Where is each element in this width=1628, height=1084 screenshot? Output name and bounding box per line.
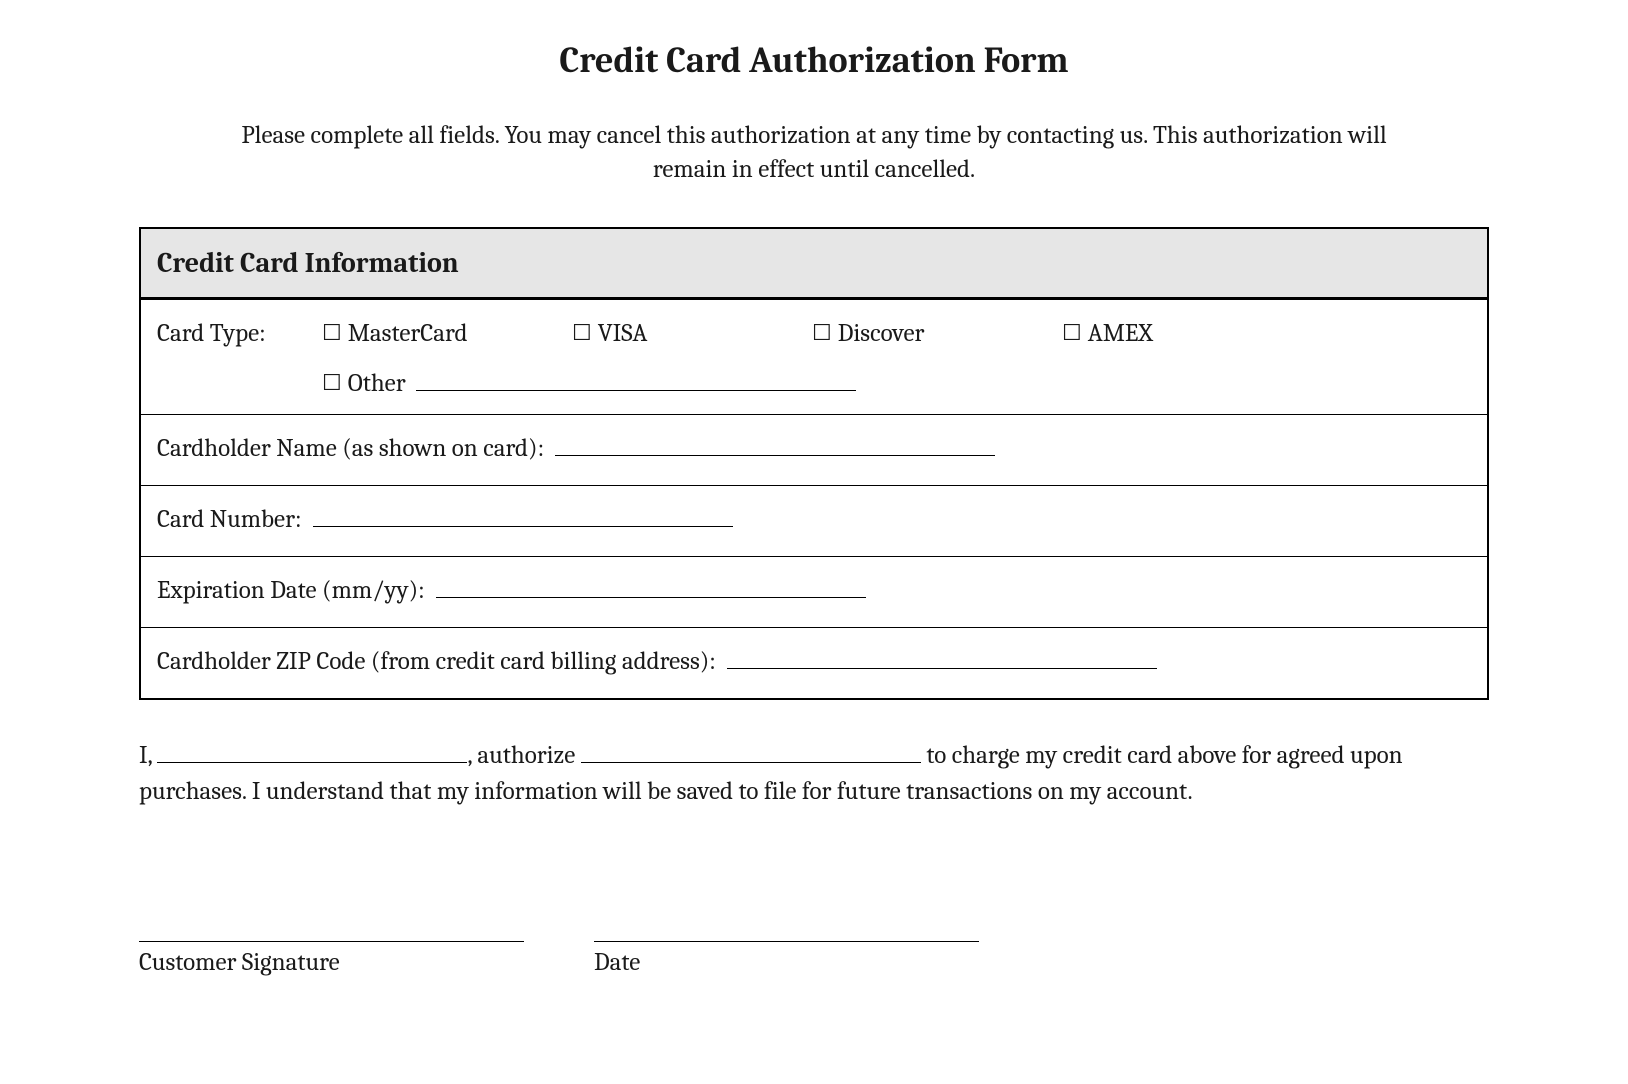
authorization-paragraph: I, , authorize to charge my credit card … [139,738,1489,811]
section-header: Credit Card Information [141,229,1487,299]
page-title: Credit Card Authorization Form [139,40,1489,81]
card-type-label: Card Type: [157,314,322,354]
auth-prefix: I, [139,741,152,770]
intro-text: Please complete all fields. You may canc… [214,119,1414,187]
date-label: Date [594,948,979,977]
auth-mid1: , authorize [467,741,575,770]
zip-input-line[interactable] [727,642,1157,668]
expiration-row: Expiration Date (mm/yy): [141,556,1487,627]
signature-column: Customer Signature [139,940,524,977]
cardholder-name-input-line[interactable] [555,429,995,455]
card-number-row: Card Number: [141,485,1487,556]
signature-label: Customer Signature [139,948,524,977]
auth-name-input-line[interactable] [157,738,467,763]
option-label: MasterCard [348,319,468,348]
cc-info-table: Credit Card Information Card Type: ☐Mast… [139,227,1489,700]
checkbox-icon: ☐ [322,366,342,401]
option-label: Other [348,364,406,404]
cardholder-name-row: Cardholder Name (as shown on card): [141,414,1487,485]
card-type-row: Card Type: ☐MasterCard ☐VISA ☐Discover ☐… [141,299,1487,414]
zip-label: Cardholder ZIP Code (from credit card bi… [157,647,716,676]
option-label: VISA [598,319,648,348]
option-label: AMEX [1088,319,1153,348]
card-number-input-line[interactable] [313,500,733,526]
signature-block: Customer Signature Date [139,940,1489,977]
card-type-option-amex[interactable]: ☐AMEX [1062,314,1153,354]
date-input-line[interactable] [594,940,979,942]
expiration-label: Expiration Date (mm/yy): [157,576,424,605]
signature-input-line[interactable] [139,940,524,942]
zip-row: Cardholder ZIP Code (from credit card bi… [141,627,1487,698]
form-page: Credit Card Authorization Form Please co… [139,40,1489,977]
card-type-option-visa[interactable]: ☐VISA [572,314,812,354]
cardholder-name-label: Cardholder Name (as shown on card): [157,434,544,463]
date-column: Date [594,940,979,977]
card-type-option-mastercard[interactable]: ☐MasterCard [322,314,572,354]
card-type-option-discover[interactable]: ☐Discover [812,314,1062,354]
checkbox-icon: ☐ [1062,316,1082,351]
auth-merchant-input-line[interactable] [581,738,921,763]
card-number-label: Card Number: [157,505,301,534]
option-label: Discover [838,319,925,348]
other-input-line[interactable] [416,364,856,390]
checkbox-icon: ☐ [322,316,342,351]
card-type-option-other[interactable]: ☐Other [322,364,856,404]
checkbox-icon: ☐ [812,316,832,351]
expiration-input-line[interactable] [436,571,866,597]
checkbox-icon: ☐ [572,316,592,351]
